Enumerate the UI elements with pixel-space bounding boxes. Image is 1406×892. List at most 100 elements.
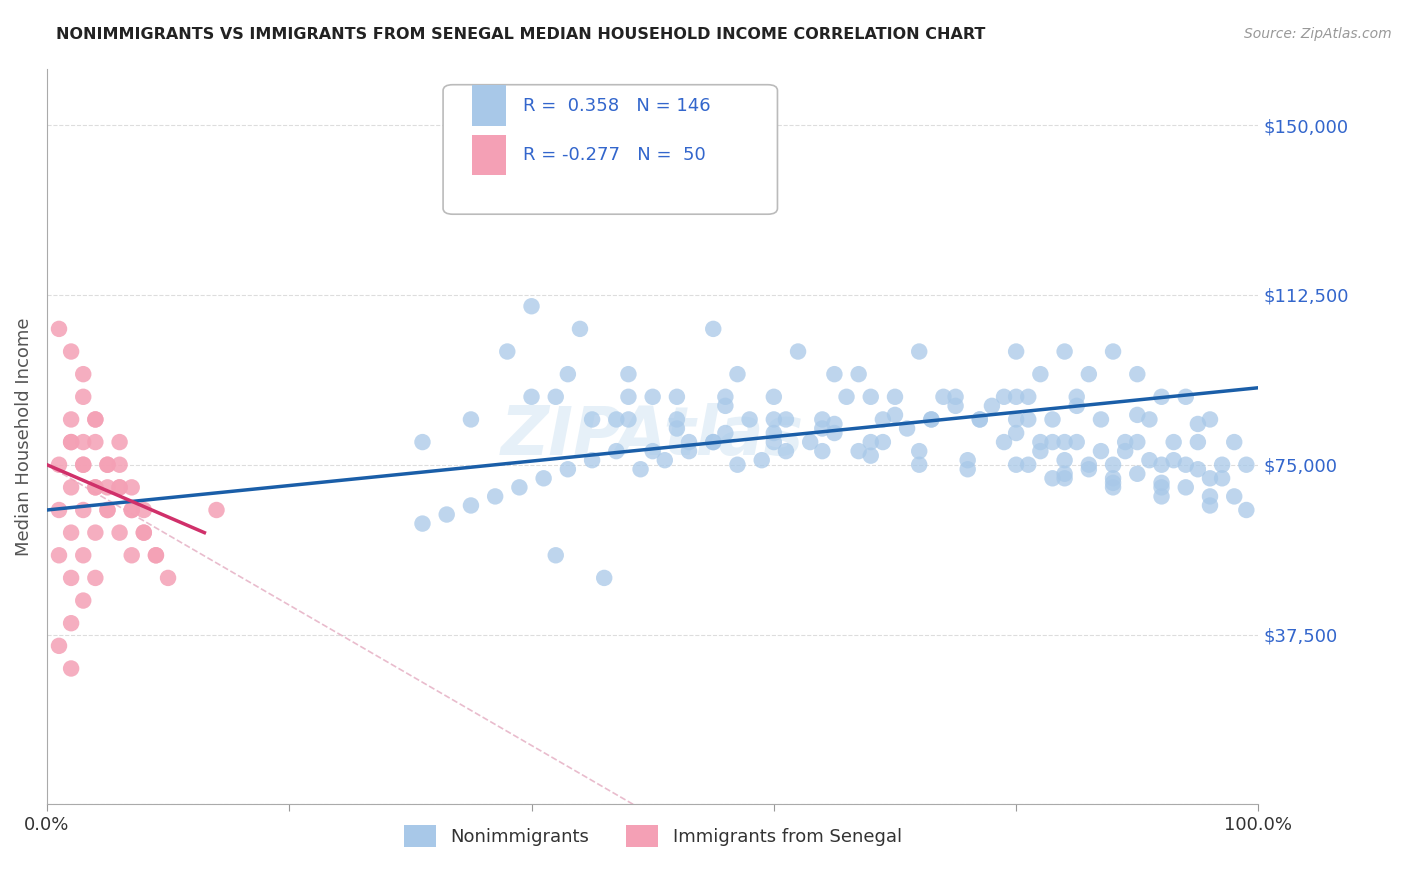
Point [835,390,858,404]
Point [1005,390,1028,404]
Point [60,571,83,585]
Point [1017,390,1039,404]
Point [72,435,94,450]
Point [1053,467,1076,481]
Point [96,503,118,517]
Point [96,503,118,517]
Point [145,549,167,563]
Point [1126,408,1149,422]
Point [557,367,579,381]
Point [751,453,773,467]
Point [1150,480,1173,494]
Point [1139,412,1161,426]
Point [1139,453,1161,467]
Point [60,412,83,426]
Point [702,435,724,450]
Point [1102,480,1125,494]
Point [1066,390,1088,404]
Point [1174,480,1197,494]
Point [1163,453,1185,467]
Point [1126,435,1149,450]
Point [48,503,70,517]
Point [617,412,640,426]
Text: NONIMMIGRANTS VS IMMIGRANTS FROM SENEGAL MEDIAN HOUSEHOLD INCOME CORRELATION CHA: NONIMMIGRANTS VS IMMIGRANTS FROM SENEGAL… [56,27,986,42]
Point [1223,490,1246,504]
Point [678,444,700,458]
Point [1187,417,1209,431]
Text: ZIPAtlas: ZIPAtlas [501,403,804,469]
Point [945,399,967,413]
Point [1077,458,1099,472]
Point [1053,453,1076,467]
Point [896,421,918,435]
Point [1102,471,1125,485]
Point [132,503,155,517]
Point [1005,425,1028,440]
Point [1102,475,1125,490]
Point [1126,367,1149,381]
Point [84,412,107,426]
Point [72,390,94,404]
Bar [472,135,506,175]
Point [569,322,592,336]
Point [1053,435,1076,450]
Point [108,480,131,494]
Point [617,390,640,404]
Point [605,412,627,426]
Point [1114,435,1136,450]
Point [1150,490,1173,504]
Point [1017,412,1039,426]
Point [520,390,543,404]
Point [84,571,107,585]
Point [1163,435,1185,450]
Point [1174,390,1197,404]
Point [738,412,761,426]
Point [848,444,870,458]
Point [72,549,94,563]
Point [1187,435,1209,450]
Point [1199,471,1222,485]
Point [1017,458,1039,472]
Point [1005,458,1028,472]
Point [920,412,942,426]
Point [811,444,834,458]
Point [48,639,70,653]
Point [848,367,870,381]
Point [1211,458,1233,472]
Point [908,458,931,472]
Point [48,549,70,563]
Point [969,412,991,426]
Point [157,571,180,585]
Point [1042,471,1064,485]
Point [1199,499,1222,513]
Point [460,499,482,513]
Point [557,462,579,476]
Point [702,435,724,450]
Point [665,390,688,404]
Point [1066,399,1088,413]
Point [411,516,433,531]
Point [714,390,737,404]
Legend: Nonimmigrants, Immigrants from Senegal: Nonimmigrants, Immigrants from Senegal [396,818,908,855]
Point [884,408,907,422]
Point [48,322,70,336]
Point [60,616,83,631]
Point [1029,435,1052,450]
Point [811,412,834,426]
Point [1053,344,1076,359]
Point [108,435,131,450]
Point [121,503,143,517]
Point [484,490,506,504]
Bar [472,86,506,126]
Point [1042,435,1064,450]
Point [1077,367,1099,381]
Point [72,367,94,381]
Point [1211,471,1233,485]
Point [1150,475,1173,490]
Point [1174,458,1197,472]
Y-axis label: Median Household Income: Median Household Income [15,318,32,556]
Point [96,458,118,472]
Point [460,412,482,426]
Point [630,462,652,476]
Point [60,344,83,359]
